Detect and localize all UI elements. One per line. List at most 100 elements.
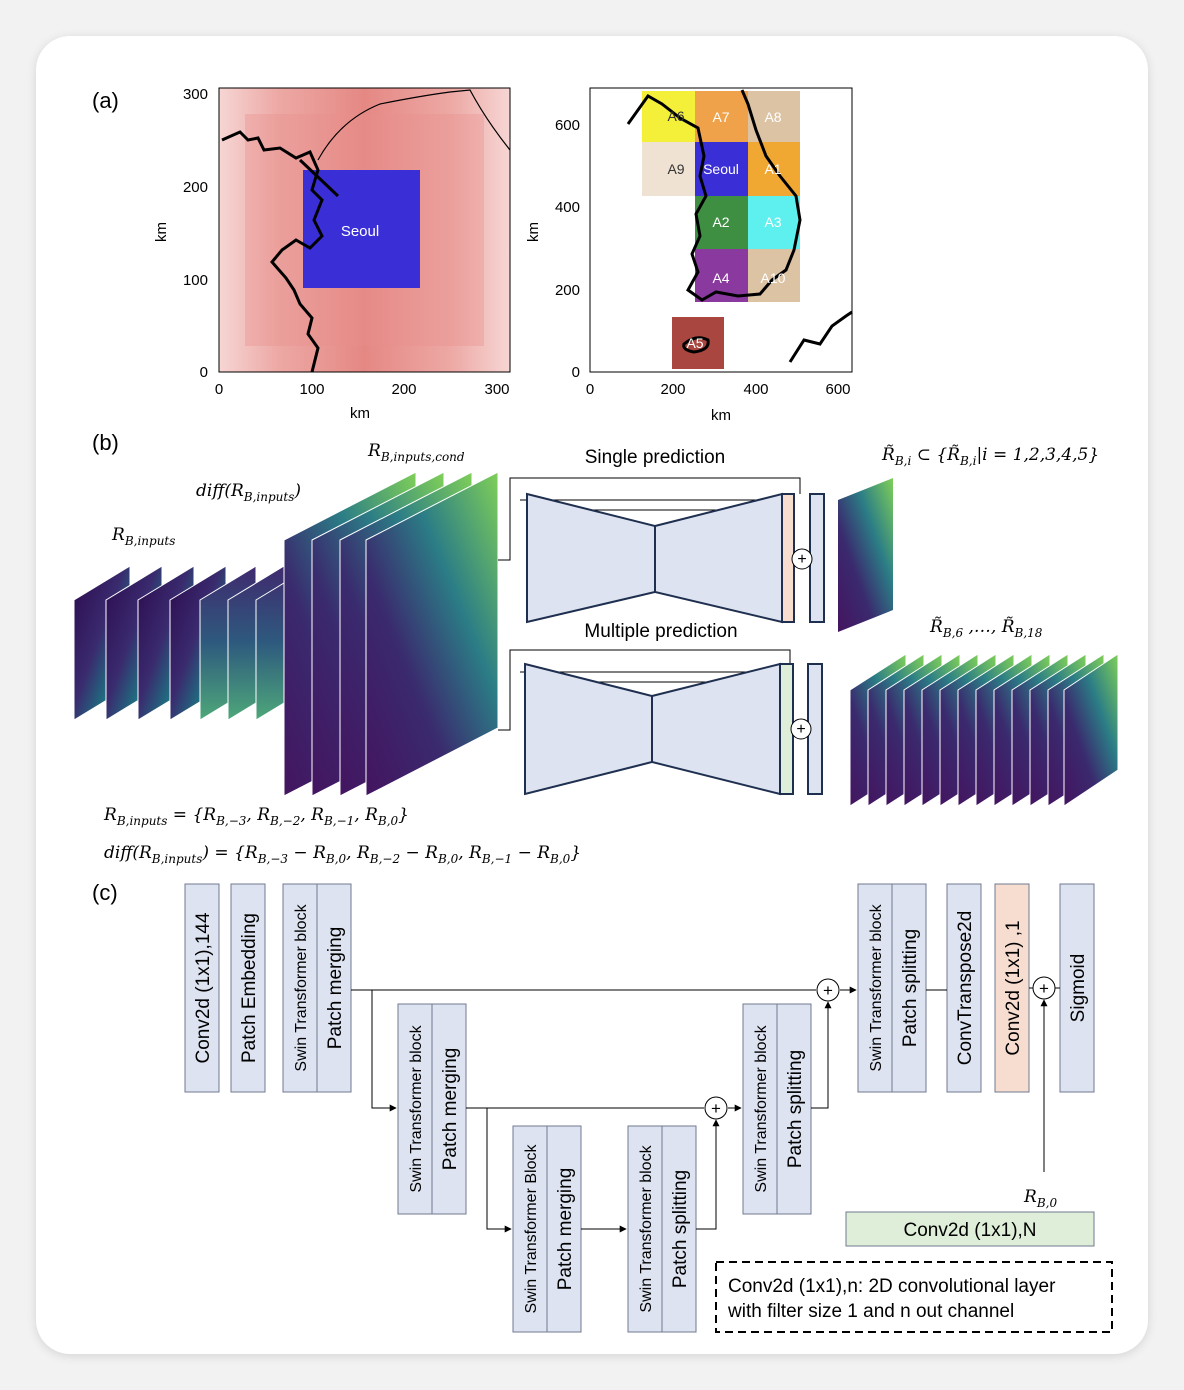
label-cond: RB,inputs,cond: [367, 441, 465, 464]
plus-sign: +: [1039, 979, 1049, 998]
conv-n-block: [845, 1211, 1095, 1247]
y-tick: 300: [183, 86, 208, 103]
x-tick: 400: [743, 381, 768, 398]
region-label: Seoul: [703, 161, 739, 177]
coastline: [626, 89, 802, 302]
block-label: Conv2d (1x1),144: [193, 912, 214, 1063]
x-tick: 600: [825, 381, 850, 398]
block-label: Swin Transformer block: [753, 1024, 770, 1192]
plus-sign: +: [711, 1099, 721, 1118]
add-node: [1032, 976, 1056, 1000]
x-tick: 200: [391, 381, 416, 398]
patch-splitting-6: [891, 883, 927, 1093]
x-axis-label: km: [711, 407, 731, 424]
block-label: ConvTranspose2d: [955, 911, 976, 1066]
region-label: A8: [764, 109, 781, 125]
add-node: [704, 1096, 728, 1120]
block-label: Swin Transformer block: [408, 1024, 425, 1192]
single-prediction-title: Single prediction: [585, 447, 725, 468]
y-tick: 200: [555, 282, 580, 299]
label-inputs: RB,inputs: [111, 525, 175, 548]
region-label: A7: [712, 109, 729, 125]
block-label: Swin Transformer block: [293, 903, 310, 1071]
block-label: Sigmoid: [1068, 954, 1089, 1023]
cond-frame: [365, 471, 499, 797]
region-label: A2: [712, 214, 729, 230]
label-r-b0: RB,0: [1023, 1187, 1057, 1210]
patch-merging-3: [546, 1125, 582, 1333]
plus-sign: +: [796, 721, 805, 738]
map-korea: A6 A7 A8 A9 Seoul A1 A2 A3 A4 A10 A5: [589, 87, 853, 373]
y-tick: 200: [183, 179, 208, 196]
x-tick: 0: [586, 381, 594, 398]
block-label: Patch splitting: [785, 1050, 806, 1168]
multi-output-stack: [849, 653, 1119, 807]
add-node: [791, 548, 813, 570]
legend-line-2: with filter size 1 and n out channel: [727, 1301, 1014, 1322]
label-single-output: R̃B,i ⊂ {R̃B,i|i = 1,2,3,4,5}: [881, 445, 1099, 468]
single-unet: +: [498, 477, 825, 624]
legend-line-1: Conv2d (1x1),n: 2D convolutional layer: [728, 1276, 1056, 1297]
map-seoul: Seoul: [218, 87, 511, 373]
x-tick: 200: [660, 381, 685, 398]
x-tick: 100: [299, 381, 324, 398]
x-axis-label: km: [350, 405, 370, 422]
patch-splitting-4: [661, 1125, 697, 1333]
map-frame: [218, 87, 511, 373]
add-node: [816, 978, 840, 1002]
inputs-stack: [73, 565, 313, 721]
river: [298, 158, 340, 198]
y-tick: 100: [183, 272, 208, 289]
x-tick: 300: [484, 381, 509, 398]
block-label: Patch splitting: [670, 1170, 691, 1288]
y-axis-label: km: [153, 222, 170, 242]
block-label: Conv2d (1x1) ,1: [1003, 920, 1024, 1055]
single-output-frame: [838, 478, 893, 632]
region-A9: [642, 142, 695, 196]
figure-canvas: (a) Seoul 0 100 200 300 0 100 200 300 km…: [73, 86, 1119, 1333]
label-multi-output: R̃B,6 ,…, R̃B,18: [929, 617, 1043, 640]
block-label: Patch Embedding: [239, 913, 260, 1063]
region-labels: A6 A7 A8 A9 Seoul A1 A2 A3 A4 A10 A5: [667, 108, 785, 351]
block-label: Swin Transformer Block: [523, 1144, 540, 1314]
figure-card: (a) Seoul 0 100 200 300 0 100 200 300 km…: [36, 36, 1148, 1354]
block-label: Patch merging: [555, 1168, 576, 1291]
panel-a-label: (a): [92, 88, 119, 113]
jeju-outline: [682, 336, 710, 354]
encoder-shape: [524, 662, 653, 796]
block-label: Patch splitting: [900, 929, 921, 1047]
swin-block-3: [512, 1125, 548, 1333]
border-line: [317, 89, 511, 161]
swin-block-5: [742, 1003, 778, 1215]
multiple-unet: +: [498, 649, 823, 796]
y-tick: 400: [555, 199, 580, 216]
region-A3: [748, 196, 800, 249]
block-label: Patch merging: [440, 1048, 461, 1171]
swin-block-6: [857, 883, 893, 1093]
y-tick: 0: [572, 364, 580, 381]
patch-merging-2: [431, 1003, 467, 1215]
seoul-label: Seoul: [341, 223, 379, 240]
architecture: Conv2d (1x1),144 Patch Embedding Swin Tr…: [184, 883, 1095, 1333]
region-label: A1: [764, 161, 781, 177]
plus-sign: +: [797, 551, 806, 568]
decoder-shape: [651, 662, 781, 796]
map-left-axes: 0 100 200 300 0 100 200 300 km km: [153, 86, 510, 422]
region-A7: [695, 91, 748, 142]
conv-transpose-block: [946, 883, 982, 1093]
add-nodes: + + +: [704, 976, 1056, 1120]
region-label: A6: [667, 108, 684, 124]
region-label: A4: [712, 270, 729, 286]
add-node: [790, 718, 812, 740]
x-tick: 0: [215, 381, 223, 398]
seoul-region: [303, 170, 420, 288]
panel-b-label: (b): [92, 430, 119, 455]
block-label: Conv2d (1x1),N: [903, 1220, 1036, 1241]
region-label: A9: [667, 161, 684, 177]
region-A5: [672, 317, 724, 369]
sigmoid-block: [1059, 883, 1095, 1093]
block-label: Swin Transformer block: [868, 903, 885, 1071]
map-right-axes: 0 200 400 600 0 200 400 600 km km: [525, 117, 851, 424]
equation-inputs: RB,inputs = {RB,−3, RB,−2, RB,−1, RB,0}: [103, 805, 409, 828]
patch-splitting-5: [776, 1003, 812, 1215]
